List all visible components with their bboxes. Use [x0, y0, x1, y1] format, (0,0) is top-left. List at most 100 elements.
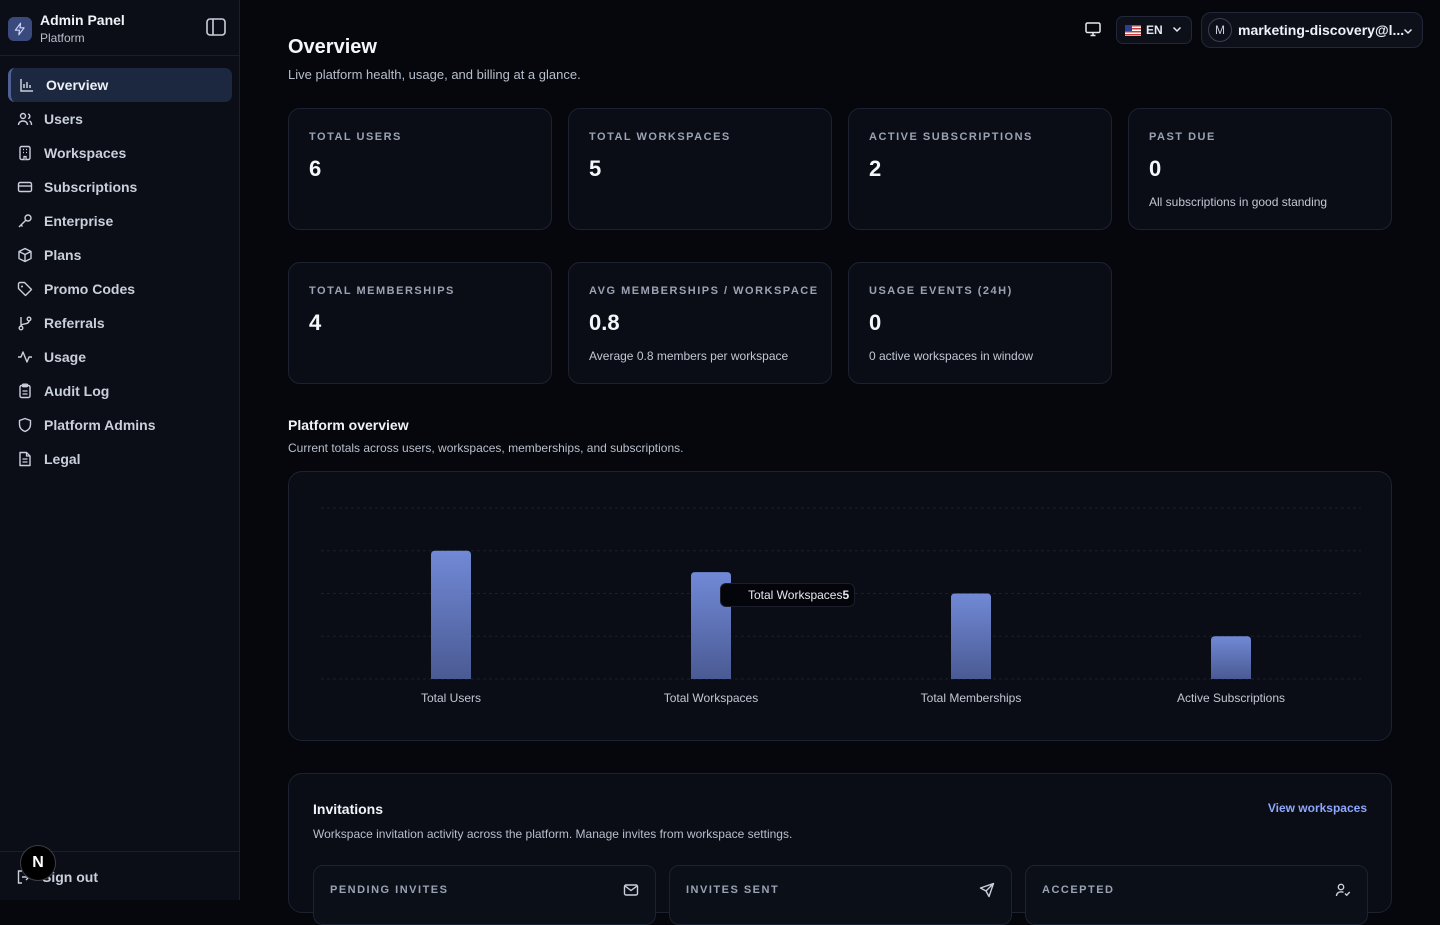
stat-label: AVG MEMBERSHIPS / WORKSPACE [589, 285, 819, 297]
user-email: marketing-discovery@l... [1238, 22, 1405, 38]
sidebar-item-label: Users [44, 111, 83, 127]
chart-x-tick-label: Total Workspaces [664, 691, 758, 705]
send-icon [979, 882, 995, 903]
stat-label: TOTAL WORKSPACES [589, 131, 731, 143]
stat-label: TOTAL MEMBERSHIPS [309, 285, 455, 297]
sidebar-item-audit-log[interactable]: Audit Log [8, 374, 232, 408]
shield-icon [16, 416, 34, 434]
inv-box-label: INVITES SENT [686, 884, 780, 896]
view-workspaces-link[interactable]: View workspaces [1267, 801, 1367, 815]
accepted-box: ACCEPTED [1025, 865, 1368, 925]
page-title: Overview [288, 36, 377, 58]
sidebar-item-referrals[interactable]: Referrals [8, 306, 232, 340]
chevron-down-icon [1402, 24, 1414, 42]
invites-sent-box: INVITES SENT [669, 865, 1012, 925]
key-icon [16, 212, 34, 230]
sidebar-toggle-icon[interactable] [206, 18, 228, 38]
stat-card-usage-events: USAGE EVENTS (24H) 0 0 active workspaces… [848, 262, 1112, 384]
stat-value: 5 [589, 156, 602, 181]
stat-value: 2 [869, 156, 882, 181]
sidebar-item-enterprise[interactable]: Enterprise [8, 204, 232, 238]
sidebar-item-users[interactable]: Users [8, 102, 232, 136]
stat-card-total-memberships: TOTAL MEMBERSHIPS 4 [288, 262, 552, 384]
chart-bar[interactable] [431, 550, 471, 679]
inv-box-label: ACCEPTED [1042, 884, 1115, 896]
git-branch-icon [16, 314, 34, 332]
sidebar-item-label: Referrals [44, 315, 105, 331]
sidebar-item-label: Legal [44, 451, 81, 467]
us-flag-icon [1125, 24, 1141, 36]
sidebar-item-overview[interactable]: Overview [8, 68, 232, 102]
language-select[interactable]: EN [1116, 16, 1192, 44]
clipboard-icon [16, 382, 34, 400]
invitations-card: Invitations Workspace invitation activit… [288, 773, 1392, 925]
sidebar-item-promo-codes[interactable]: Promo Codes [8, 272, 232, 306]
sidebar-item-label: Workspaces [44, 145, 127, 161]
dev-badge[interactable]: N [20, 845, 56, 881]
chart-x-tick-label: Total Users [421, 691, 481, 705]
chart-bar[interactable] [1211, 636, 1251, 679]
invitations-subtitle: Workspace invitation activity across the… [313, 827, 793, 841]
credit-card-icon [16, 178, 34, 196]
section-subtitle: Current totals across users, workspaces,… [288, 441, 684, 455]
stat-label: PAST DUE [1149, 131, 1216, 143]
brand-subtitle: Platform [40, 31, 85, 45]
stat-label: TOTAL USERS [309, 131, 402, 143]
sidebar-item-label: Enterprise [44, 213, 114, 229]
chart-tooltip: Total Workspaces 5 [720, 583, 855, 607]
chart-bar[interactable] [951, 593, 991, 680]
sidebar-nav: Overview Users Workspaces Subscriptions … [8, 68, 232, 476]
brand-title: Admin Panel [40, 12, 125, 28]
stat-label: ACTIVE SUBSCRIPTIONS [869, 131, 1033, 143]
stat-card-past-due: PAST DUE 0 All subscriptions in good sta… [1128, 108, 1392, 230]
sidebar-item-label: Promo Codes [44, 281, 136, 297]
sidebar-item-legal[interactable]: Legal [8, 442, 232, 476]
stat-value: 0.8 [589, 310, 620, 335]
stat-value: 6 [309, 156, 322, 181]
pending-invites-box: PENDING INVITES [313, 865, 656, 925]
sidebar-item-subscriptions[interactable]: Subscriptions [8, 170, 232, 204]
sidebar: Admin Panel Platform Overview Users Work… [0, 0, 240, 900]
building-icon [16, 144, 34, 162]
bar-chart: Total Users Total Workspaces Total Members… [321, 507, 1361, 705]
stat-note: 0 active workspaces in window [869, 349, 1034, 363]
stat-note: All subscriptions in good standing [1149, 195, 1328, 209]
stat-card-total-workspaces: TOTAL WORKSPACES 5 [568, 108, 832, 230]
users-icon [16, 110, 34, 128]
user-check-icon [1335, 882, 1351, 903]
sidebar-item-label: Usage [44, 349, 87, 365]
sidebar-item-platform-admins[interactable]: Platform Admins [8, 408, 232, 442]
sidebar-item-plans[interactable]: Plans [8, 238, 232, 272]
mail-icon [623, 882, 639, 903]
tooltip-label: Total Workspaces [748, 588, 843, 602]
tooltip-value: 5 [842, 588, 850, 602]
sidebar-item-usage[interactable]: Usage [8, 340, 232, 374]
monitor-icon[interactable] [1084, 20, 1102, 43]
invitations-title: Invitations [313, 801, 384, 817]
chevron-down-icon [1171, 23, 1183, 38]
sidebar-item-label: Platform Admins [44, 417, 156, 433]
sidebar-item-workspaces[interactable]: Workspaces [8, 136, 232, 170]
stat-note: Average 0.8 members per workspace [589, 349, 789, 363]
sidebar-item-label: Plans [44, 247, 82, 263]
stat-card-active-subscriptions: ACTIVE SUBSCRIPTIONS 2 [848, 108, 1112, 230]
inv-box-label: PENDING INVITES [330, 884, 449, 896]
file-text-icon [16, 450, 34, 468]
activity-icon [16, 348, 34, 366]
sign-out-label: Sign out [42, 869, 98, 885]
stat-card-total-users: TOTAL USERS 6 [288, 108, 552, 230]
brand-header: Admin Panel Platform [0, 0, 240, 56]
bolt-icon [8, 17, 32, 41]
language-label: EN [1146, 23, 1163, 37]
stat-value: 4 [309, 310, 322, 335]
user-menu-button[interactable]: M marketing-discovery@l... [1201, 12, 1423, 48]
stat-label: USAGE EVENTS (24H) [869, 285, 1013, 297]
sidebar-item-label: Subscriptions [44, 179, 138, 195]
sidebar-item-label: Overview [46, 77, 109, 93]
bar-chart-icon [18, 76, 36, 94]
chart-x-tick-label: Total Memberships [921, 691, 1022, 705]
package-icon [16, 246, 34, 264]
stat-value: 0 [1149, 156, 1162, 181]
sidebar-item-label: Audit Log [44, 383, 110, 399]
chart-x-tick-label: Active Subscriptions [1177, 691, 1285, 705]
